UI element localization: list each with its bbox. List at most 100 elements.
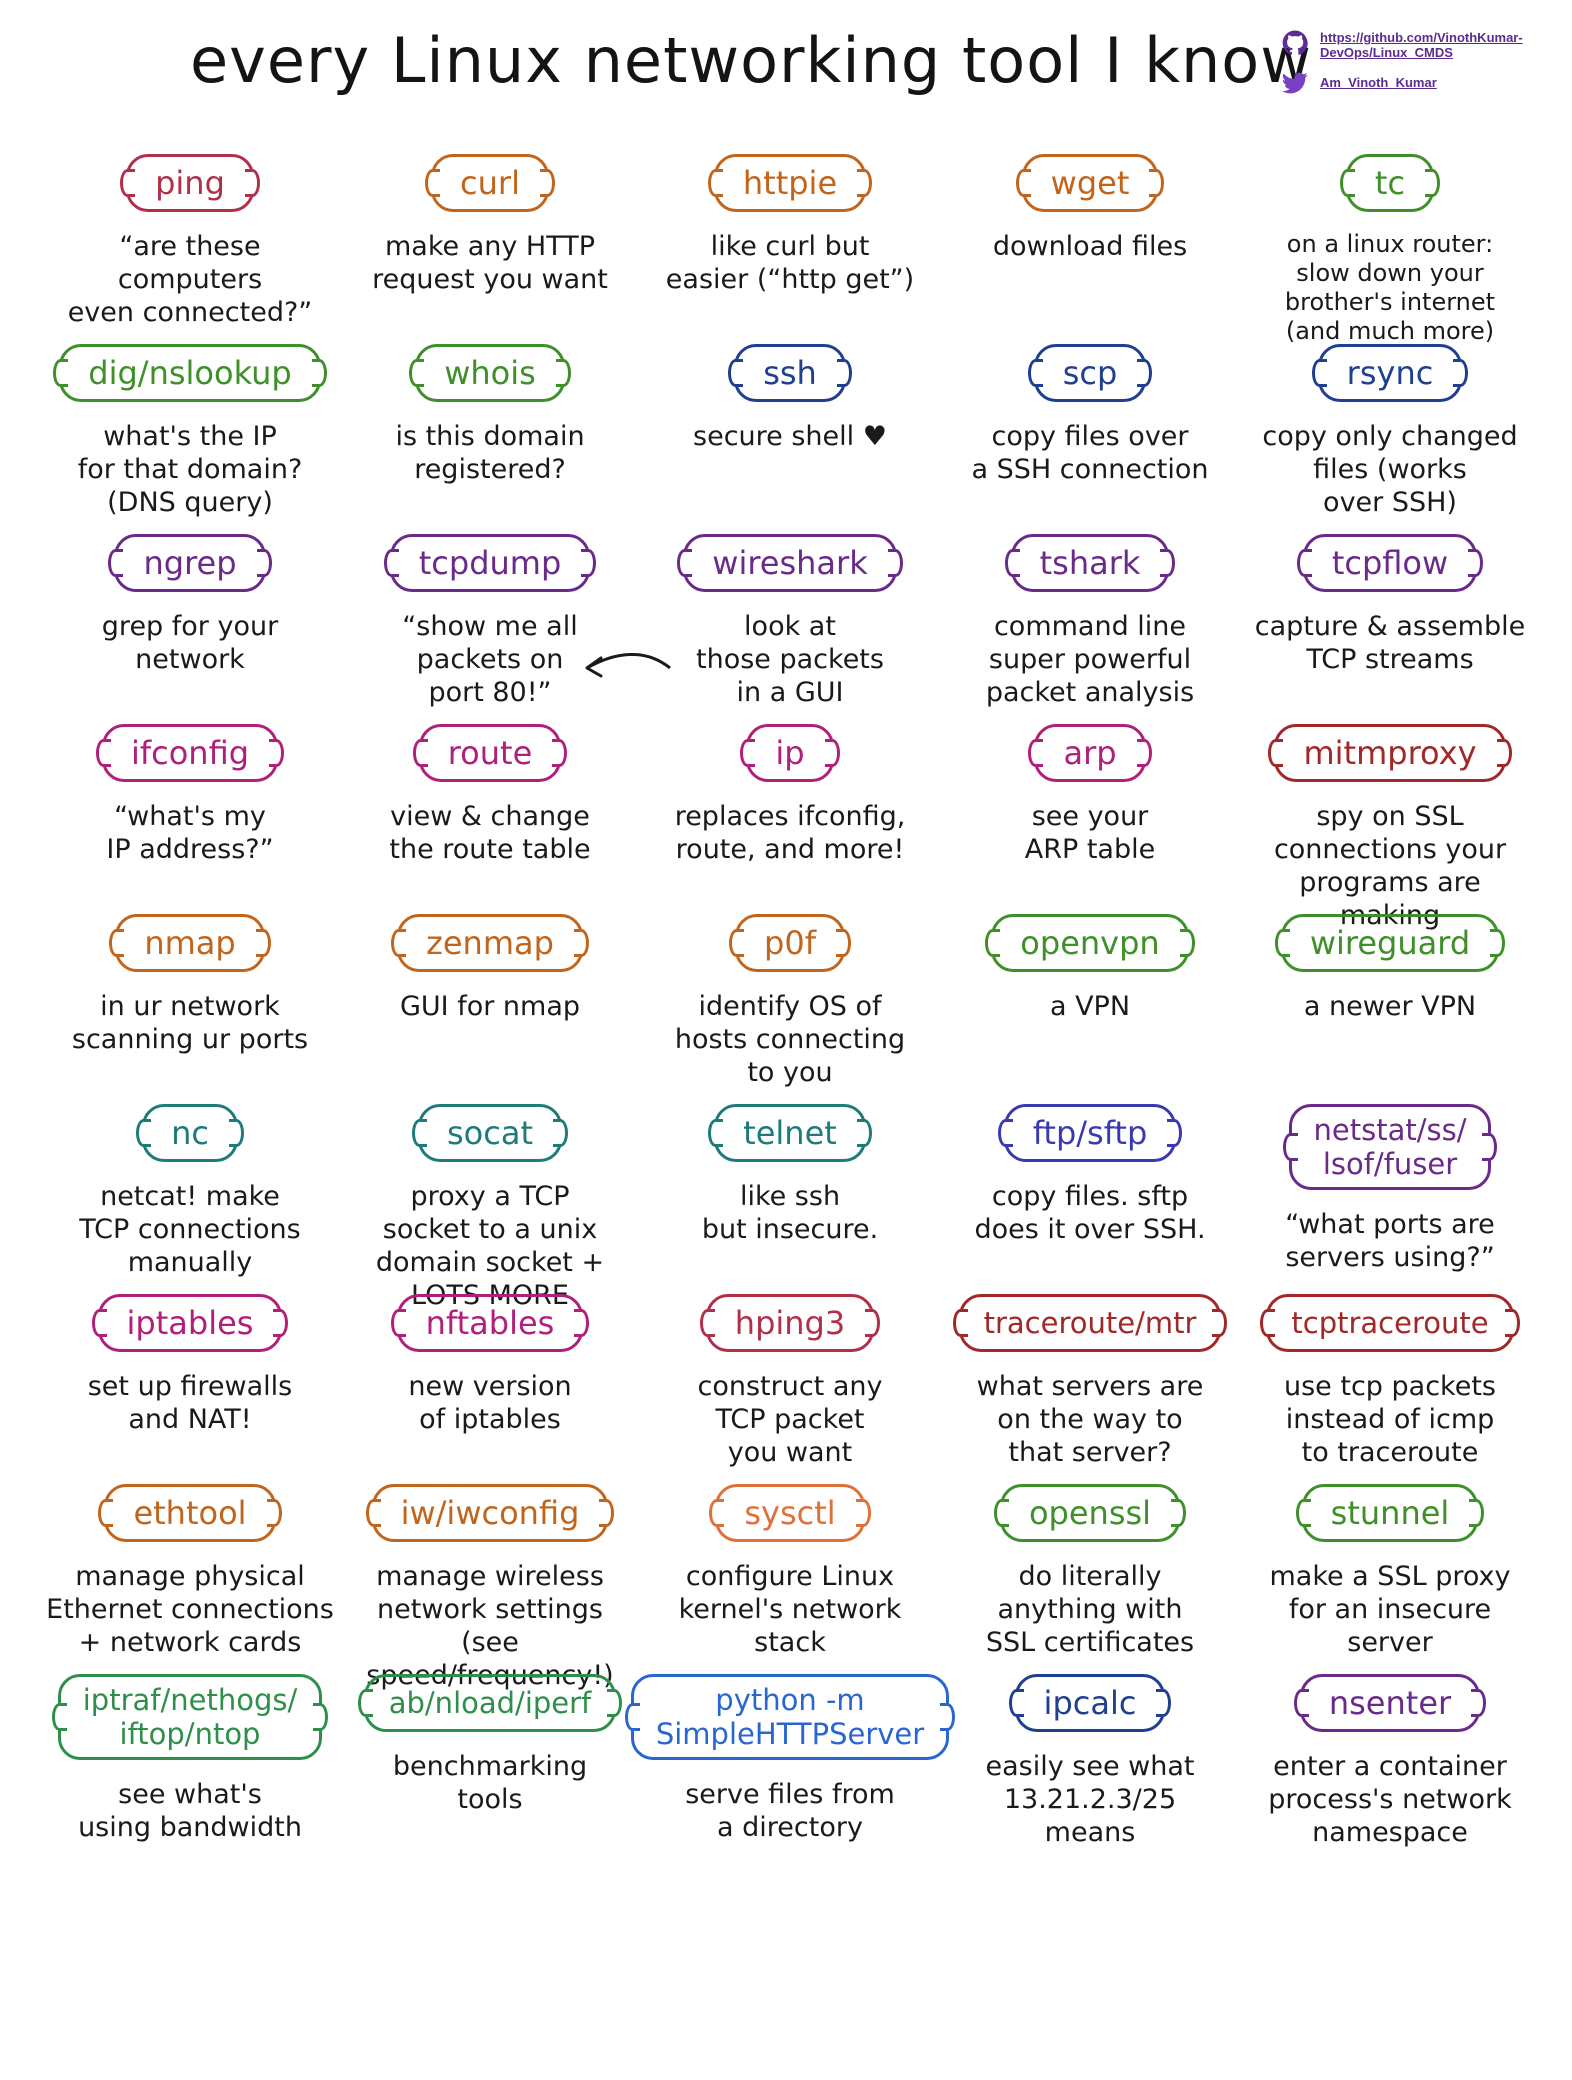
tool-card: ethtool manage physical Ethernet connecti… xyxy=(40,1478,340,1668)
tool-name-badge: ping xyxy=(126,154,254,212)
tool-card: tcpflow capture & assemble TCP streams xyxy=(1240,528,1540,718)
tool-name-badge: ip xyxy=(746,724,834,782)
tool-description: copy only changed files (works over SSH) xyxy=(1262,421,1518,518)
tool-name-badge: netstat/ss/ lsof/fuser xyxy=(1288,1104,1492,1190)
tool-description: like curl but easier (“http get”) xyxy=(665,231,915,295)
tool-card: iw/iwconfig manage wireless network setti… xyxy=(340,1478,640,1691)
tool-card: zenmap GUI for nmap xyxy=(340,908,640,1098)
tool-description: view & change the route table xyxy=(389,801,591,865)
tool-description: “show me all packets on port 80!” xyxy=(402,611,578,708)
tool-card: mitmproxy spy on SSL connections your pro… xyxy=(1240,718,1540,931)
tool-name-badge: zenmap xyxy=(397,914,583,972)
tool-description: new version of iptables xyxy=(408,1371,572,1435)
tool-description: make any HTTP request you want xyxy=(372,231,608,295)
tool-description: configure Linux kernel's network stack xyxy=(678,1561,902,1658)
tool-name-badge: whois xyxy=(415,344,565,402)
tool-description: easily see what 13.21.2.3/25 means xyxy=(985,1751,1195,1848)
tool-name-badge: scp xyxy=(1033,344,1147,402)
tool-card: telnet like ssh but insecure. xyxy=(640,1098,940,1288)
github-link[interactable]: https://github.com/VinothKumar- DevOps/L… xyxy=(1282,30,1572,60)
tool-card: scp copy files over a SSH connection xyxy=(940,338,1240,528)
tool-card: nc netcat! make TCP connections manually xyxy=(40,1098,340,1288)
tool-name-badge: iptraf/nethogs/ iftop/ntop xyxy=(57,1674,323,1760)
tool-name-badge: p0f xyxy=(735,914,845,972)
tool-card: wget download files xyxy=(940,148,1240,338)
tool-description: on a linux router: slow down your brothe… xyxy=(1284,230,1496,345)
tool-name-badge: curl xyxy=(431,154,549,212)
github-icon xyxy=(1282,30,1308,55)
tool-name-badge: mitmproxy xyxy=(1274,724,1506,782)
tool-name-badge: nftables xyxy=(396,1294,584,1352)
tool-card: ab/nload/iperf benchmarking tools xyxy=(340,1668,640,1858)
tool-description: secure shell ♥ xyxy=(693,421,887,452)
tool-name-badge: tcptraceroute xyxy=(1266,1294,1514,1352)
tool-card: curl make any HTTP request you want xyxy=(340,148,640,338)
tool-name-badge: socat xyxy=(418,1104,562,1162)
tool-name-badge: ab/nload/iperf xyxy=(363,1674,617,1732)
twitter-link[interactable]: Am_Vinoth_Kumar xyxy=(1282,70,1572,96)
tool-description: serve files from a directory xyxy=(685,1779,895,1843)
tool-name-badge: traceroute/mtr xyxy=(958,1294,1222,1352)
tool-name-badge: wireshark xyxy=(683,534,897,592)
tool-description: set up firewalls and NAT! xyxy=(87,1371,293,1435)
tool-description: “are these computers even connected?” xyxy=(67,231,313,328)
page-title: every Linux networking tool I know xyxy=(190,24,1312,97)
tool-card: sysctl configure Linux kernel's network s… xyxy=(640,1478,940,1668)
tool-name-badge: ssh xyxy=(734,344,846,402)
tool-card: iptables set up firewalls and NAT! xyxy=(40,1288,340,1478)
github-url-line1: https://github.com/VinothKumar- xyxy=(1320,30,1523,45)
tool-description: download files xyxy=(992,231,1188,262)
tool-card: wireguard a newer VPN xyxy=(1240,908,1540,1098)
tool-description: what servers are on the way to that serv… xyxy=(976,1371,1204,1468)
tool-description: capture & assemble TCP streams xyxy=(1254,611,1526,675)
github-url[interactable]: https://github.com/VinothKumar- DevOps/L… xyxy=(1320,30,1523,60)
tool-description: grep for your network xyxy=(101,611,279,675)
tool-name-badge: iw/iwconfig xyxy=(371,1484,609,1542)
tool-card: httpie like curl but easier (“http get”) xyxy=(640,148,940,338)
tool-description: benchmarking tools xyxy=(392,1751,588,1815)
tool-description: copy files over a SSH connection xyxy=(971,421,1209,485)
tool-description: construct any TCP packet you want xyxy=(697,1371,883,1468)
tool-name-badge: nc xyxy=(142,1104,238,1162)
tool-name-badge: hping3 xyxy=(705,1294,875,1352)
tool-description: enter a container process's network name… xyxy=(1268,1751,1512,1848)
tool-card: tcptraceroute use tcp packets instead of … xyxy=(1240,1288,1540,1478)
tool-description: proxy a TCP socket to a unix domain sock… xyxy=(375,1181,605,1311)
tool-description: see your ARP table xyxy=(1024,801,1156,865)
tool-name-badge: stunnel xyxy=(1301,1484,1479,1542)
tool-name-badge: ifconfig xyxy=(101,724,279,782)
tool-card: p0f identify OS of hosts connecting to yo… xyxy=(640,908,940,1098)
tool-name-badge: wget xyxy=(1021,154,1159,212)
tool-description: a VPN xyxy=(1049,991,1131,1022)
tool-card: ip replaces ifconfig, route, and more! xyxy=(640,718,940,908)
tool-card: socat proxy a TCP socket to a unix domain… xyxy=(340,1098,640,1311)
tools-grid: ping “are these computers even connected?… xyxy=(40,148,1540,2048)
tool-name-badge: arp xyxy=(1034,724,1146,782)
arrow-icon xyxy=(585,653,671,678)
tool-name-badge: ipcalc xyxy=(1014,1674,1166,1732)
tool-card: python -m SimpleHTTPServer serve files fr… xyxy=(630,1668,950,1858)
tool-card: tcpdump “show me all packets on port 80!” xyxy=(340,528,640,718)
tool-name-badge: nmap xyxy=(115,914,265,972)
tool-name-badge: route xyxy=(418,724,562,782)
tool-name-badge: ethtool xyxy=(104,1484,276,1542)
tool-description: manage physical Ethernet connections + n… xyxy=(46,1561,334,1658)
tool-name-badge: telnet xyxy=(714,1104,866,1162)
tool-card: ssh secure shell ♥ xyxy=(640,338,940,528)
tool-name-badge: httpie xyxy=(713,154,867,212)
tool-card: route view & change the route table xyxy=(340,718,640,908)
social-links: https://github.com/VinothKumar- DevOps/L… xyxy=(1282,30,1572,106)
tool-card: ftp/sftp copy files. sftp does it over SS… xyxy=(940,1098,1240,1288)
tool-name-badge: tshark xyxy=(1010,534,1170,592)
tool-description: “what's my IP address?” xyxy=(106,801,274,865)
tool-description: in ur network scanning ur ports xyxy=(71,991,309,1055)
tool-description: replaces ifconfig, route, and more! xyxy=(674,801,906,865)
tool-name-badge: ftp/sftp xyxy=(1003,1104,1177,1162)
tool-card: tshark command line super powerful packet… xyxy=(940,528,1240,718)
tool-card: iptraf/nethogs/ iftop/ntop see what's usi… xyxy=(40,1668,340,1858)
tool-name-badge: python -m SimpleHTTPServer xyxy=(630,1674,950,1760)
tool-name-badge: iptables xyxy=(97,1294,283,1352)
tool-card: ping “are these computers even connected?… xyxy=(40,148,340,338)
tool-card: ngrep grep for your network xyxy=(40,528,340,718)
tool-description: a newer VPN xyxy=(1303,991,1477,1022)
